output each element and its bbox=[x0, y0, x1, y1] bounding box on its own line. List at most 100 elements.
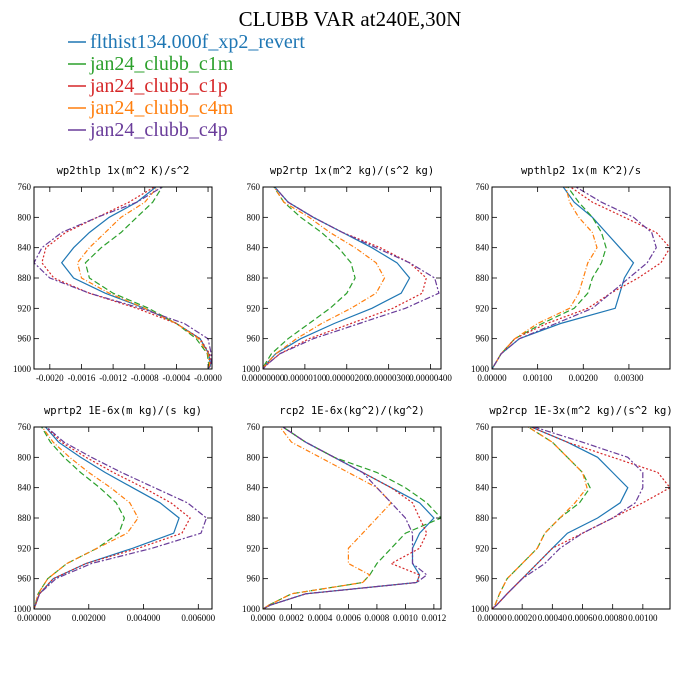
legend-entry: jan24_clubb_c4p bbox=[68, 119, 228, 141]
series-group bbox=[492, 187, 670, 369]
chart-panel: wp2rtp 1x(m^2 kg)/(s^2 kg) 760 800 840 880 92… bbox=[242, 165, 453, 383]
x-tick-label: 0.0000 bbox=[251, 613, 276, 623]
y-tick-label: 800 bbox=[18, 212, 32, 222]
y-tick-label: 760 bbox=[247, 422, 261, 432]
x-tick-label: 0.00040 bbox=[538, 613, 568, 623]
series-line bbox=[263, 427, 428, 609]
series-line bbox=[263, 427, 428, 609]
x-tick-label: 0.004000 bbox=[127, 613, 161, 623]
panel-title: wp2rcp 1E-3x(m^2 kg)/(s^2 kg) bbox=[489, 405, 672, 417]
series-line bbox=[76, 187, 211, 369]
y-tick-label: 920 bbox=[247, 543, 261, 553]
series-line bbox=[34, 427, 208, 609]
x-tick-label: -0.0012 bbox=[99, 373, 127, 383]
y-tick-label: 840 bbox=[247, 483, 261, 493]
y-tick-label: 1000 bbox=[242, 604, 261, 614]
y-tick-label: 800 bbox=[247, 452, 261, 462]
x-tick-label: -0.0000 bbox=[194, 373, 222, 383]
y-tick-label: 880 bbox=[18, 273, 32, 283]
series-group bbox=[263, 187, 440, 369]
panel-grid: wp2thlp 1x(m^2 K)/s^2 760 800 840 880 920 960 1… bbox=[13, 165, 673, 623]
chart-panel: rcp2 1E-6x(kg^2)/(kg^2) 760 800 840 880 920 96… bbox=[242, 405, 446, 623]
y-tick-label: 880 bbox=[18, 513, 32, 523]
y-tick-label: 800 bbox=[18, 452, 32, 462]
y-tick-label: 1000 bbox=[13, 604, 32, 614]
legend-label: jan24_clubb_c1m bbox=[89, 53, 234, 75]
y-tick-label: 1000 bbox=[13, 364, 32, 374]
series-line bbox=[41, 187, 212, 369]
y-tick-label: 760 bbox=[18, 182, 32, 192]
series-line bbox=[492, 427, 588, 609]
series-line bbox=[263, 427, 435, 609]
x-tick-label: 0.00200 bbox=[569, 373, 599, 383]
x-tick-label: -0.0020 bbox=[36, 373, 64, 383]
series-group bbox=[263, 427, 441, 609]
y-tick-label: 840 bbox=[247, 243, 261, 253]
series-group bbox=[492, 427, 670, 609]
y-tick-label: 1000 bbox=[471, 604, 490, 614]
y-tick-label: 960 bbox=[476, 334, 490, 344]
x-tick-label: 0.002000 bbox=[72, 613, 106, 623]
series-line bbox=[492, 427, 644, 609]
panel-title: rcp2 1E-6x(kg^2)/(kg^2) bbox=[279, 405, 424, 417]
x-tick-label: 0.006000 bbox=[181, 613, 215, 623]
x-tick-label: 0.00000300 bbox=[367, 373, 410, 383]
x-tick-label: 0.00000 bbox=[477, 613, 507, 623]
x-tick-label: 0.0002 bbox=[279, 613, 304, 623]
y-tick-label: 760 bbox=[247, 182, 261, 192]
x-tick-label: 0.00300 bbox=[614, 373, 644, 383]
y-tick-label: 840 bbox=[476, 243, 490, 253]
x-tick-label: 0.00000200 bbox=[325, 373, 368, 383]
panel-title: wp2rtp 1x(m^2 kg)/(s^2 kg) bbox=[270, 165, 434, 177]
series-line bbox=[492, 187, 670, 369]
y-tick-label: 840 bbox=[476, 483, 490, 493]
legend-label: jan24_clubb_c1p bbox=[89, 75, 228, 97]
y-tick-label: 920 bbox=[18, 543, 32, 553]
x-tick-label: 0.00000000 bbox=[242, 373, 285, 383]
x-tick-label: -0.0004 bbox=[163, 373, 191, 383]
plot-frame bbox=[262, 426, 442, 610]
x-tick-label: -0.0008 bbox=[131, 373, 159, 383]
figure-title: CLUBB VAR at240E,30N bbox=[239, 7, 462, 31]
x-tick-label: -0.0016 bbox=[68, 373, 96, 383]
x-tick-label: 0.00020 bbox=[508, 613, 538, 623]
y-tick-label: 960 bbox=[18, 574, 32, 584]
series-line bbox=[263, 187, 356, 369]
panel-title: wpthlp2 1x(m K^2)/s bbox=[521, 165, 641, 177]
x-tick-label: 0.0008 bbox=[365, 613, 390, 623]
x-tick-label: 0.00100 bbox=[628, 613, 658, 623]
chart-panel: wp2thlp 1x(m^2 K)/s^2 760 800 840 880 920 960 1… bbox=[13, 165, 222, 383]
x-tick-label: 0.00000100 bbox=[284, 373, 327, 383]
y-tick-label: 800 bbox=[247, 212, 261, 222]
series-line bbox=[492, 427, 670, 609]
x-tick-label: 0.0010 bbox=[393, 613, 418, 623]
y-tick-label: 840 bbox=[18, 483, 32, 493]
legend-entry: jan24_clubb_c4m bbox=[68, 97, 234, 119]
y-tick-label: 960 bbox=[247, 574, 261, 584]
series-line bbox=[263, 187, 440, 369]
plot-frame bbox=[33, 186, 213, 370]
legend-entry: flthist134.000f_xp2_revert bbox=[68, 31, 305, 53]
y-tick-label: 880 bbox=[476, 513, 490, 523]
x-tick-label: 0.0006 bbox=[336, 613, 361, 623]
panel-title: wprtp2 1E-6x(m kg)/(s kg) bbox=[44, 405, 202, 417]
series-line bbox=[34, 427, 191, 609]
plot-frame bbox=[262, 186, 442, 370]
y-tick-label: 1000 bbox=[471, 364, 490, 374]
series-line bbox=[263, 187, 386, 369]
x-tick-label: 0.0012 bbox=[422, 613, 447, 623]
panel-title: wp2thlp 1x(m^2 K)/s^2 bbox=[57, 165, 190, 177]
legend-entry: jan24_clubb_c1p bbox=[68, 75, 228, 97]
series-line bbox=[34, 187, 212, 369]
series-line bbox=[263, 427, 393, 609]
x-tick-label: 0.00000400 bbox=[409, 373, 452, 383]
y-tick-label: 880 bbox=[247, 513, 261, 523]
x-tick-label: 0.000000 bbox=[17, 613, 51, 623]
y-tick-label: 840 bbox=[18, 243, 32, 253]
legend-label: jan24_clubb_c4m bbox=[89, 97, 234, 119]
y-tick-label: 960 bbox=[18, 334, 32, 344]
series-line bbox=[34, 427, 139, 609]
x-tick-label: 0.00000 bbox=[477, 373, 507, 383]
series-line bbox=[263, 187, 427, 369]
